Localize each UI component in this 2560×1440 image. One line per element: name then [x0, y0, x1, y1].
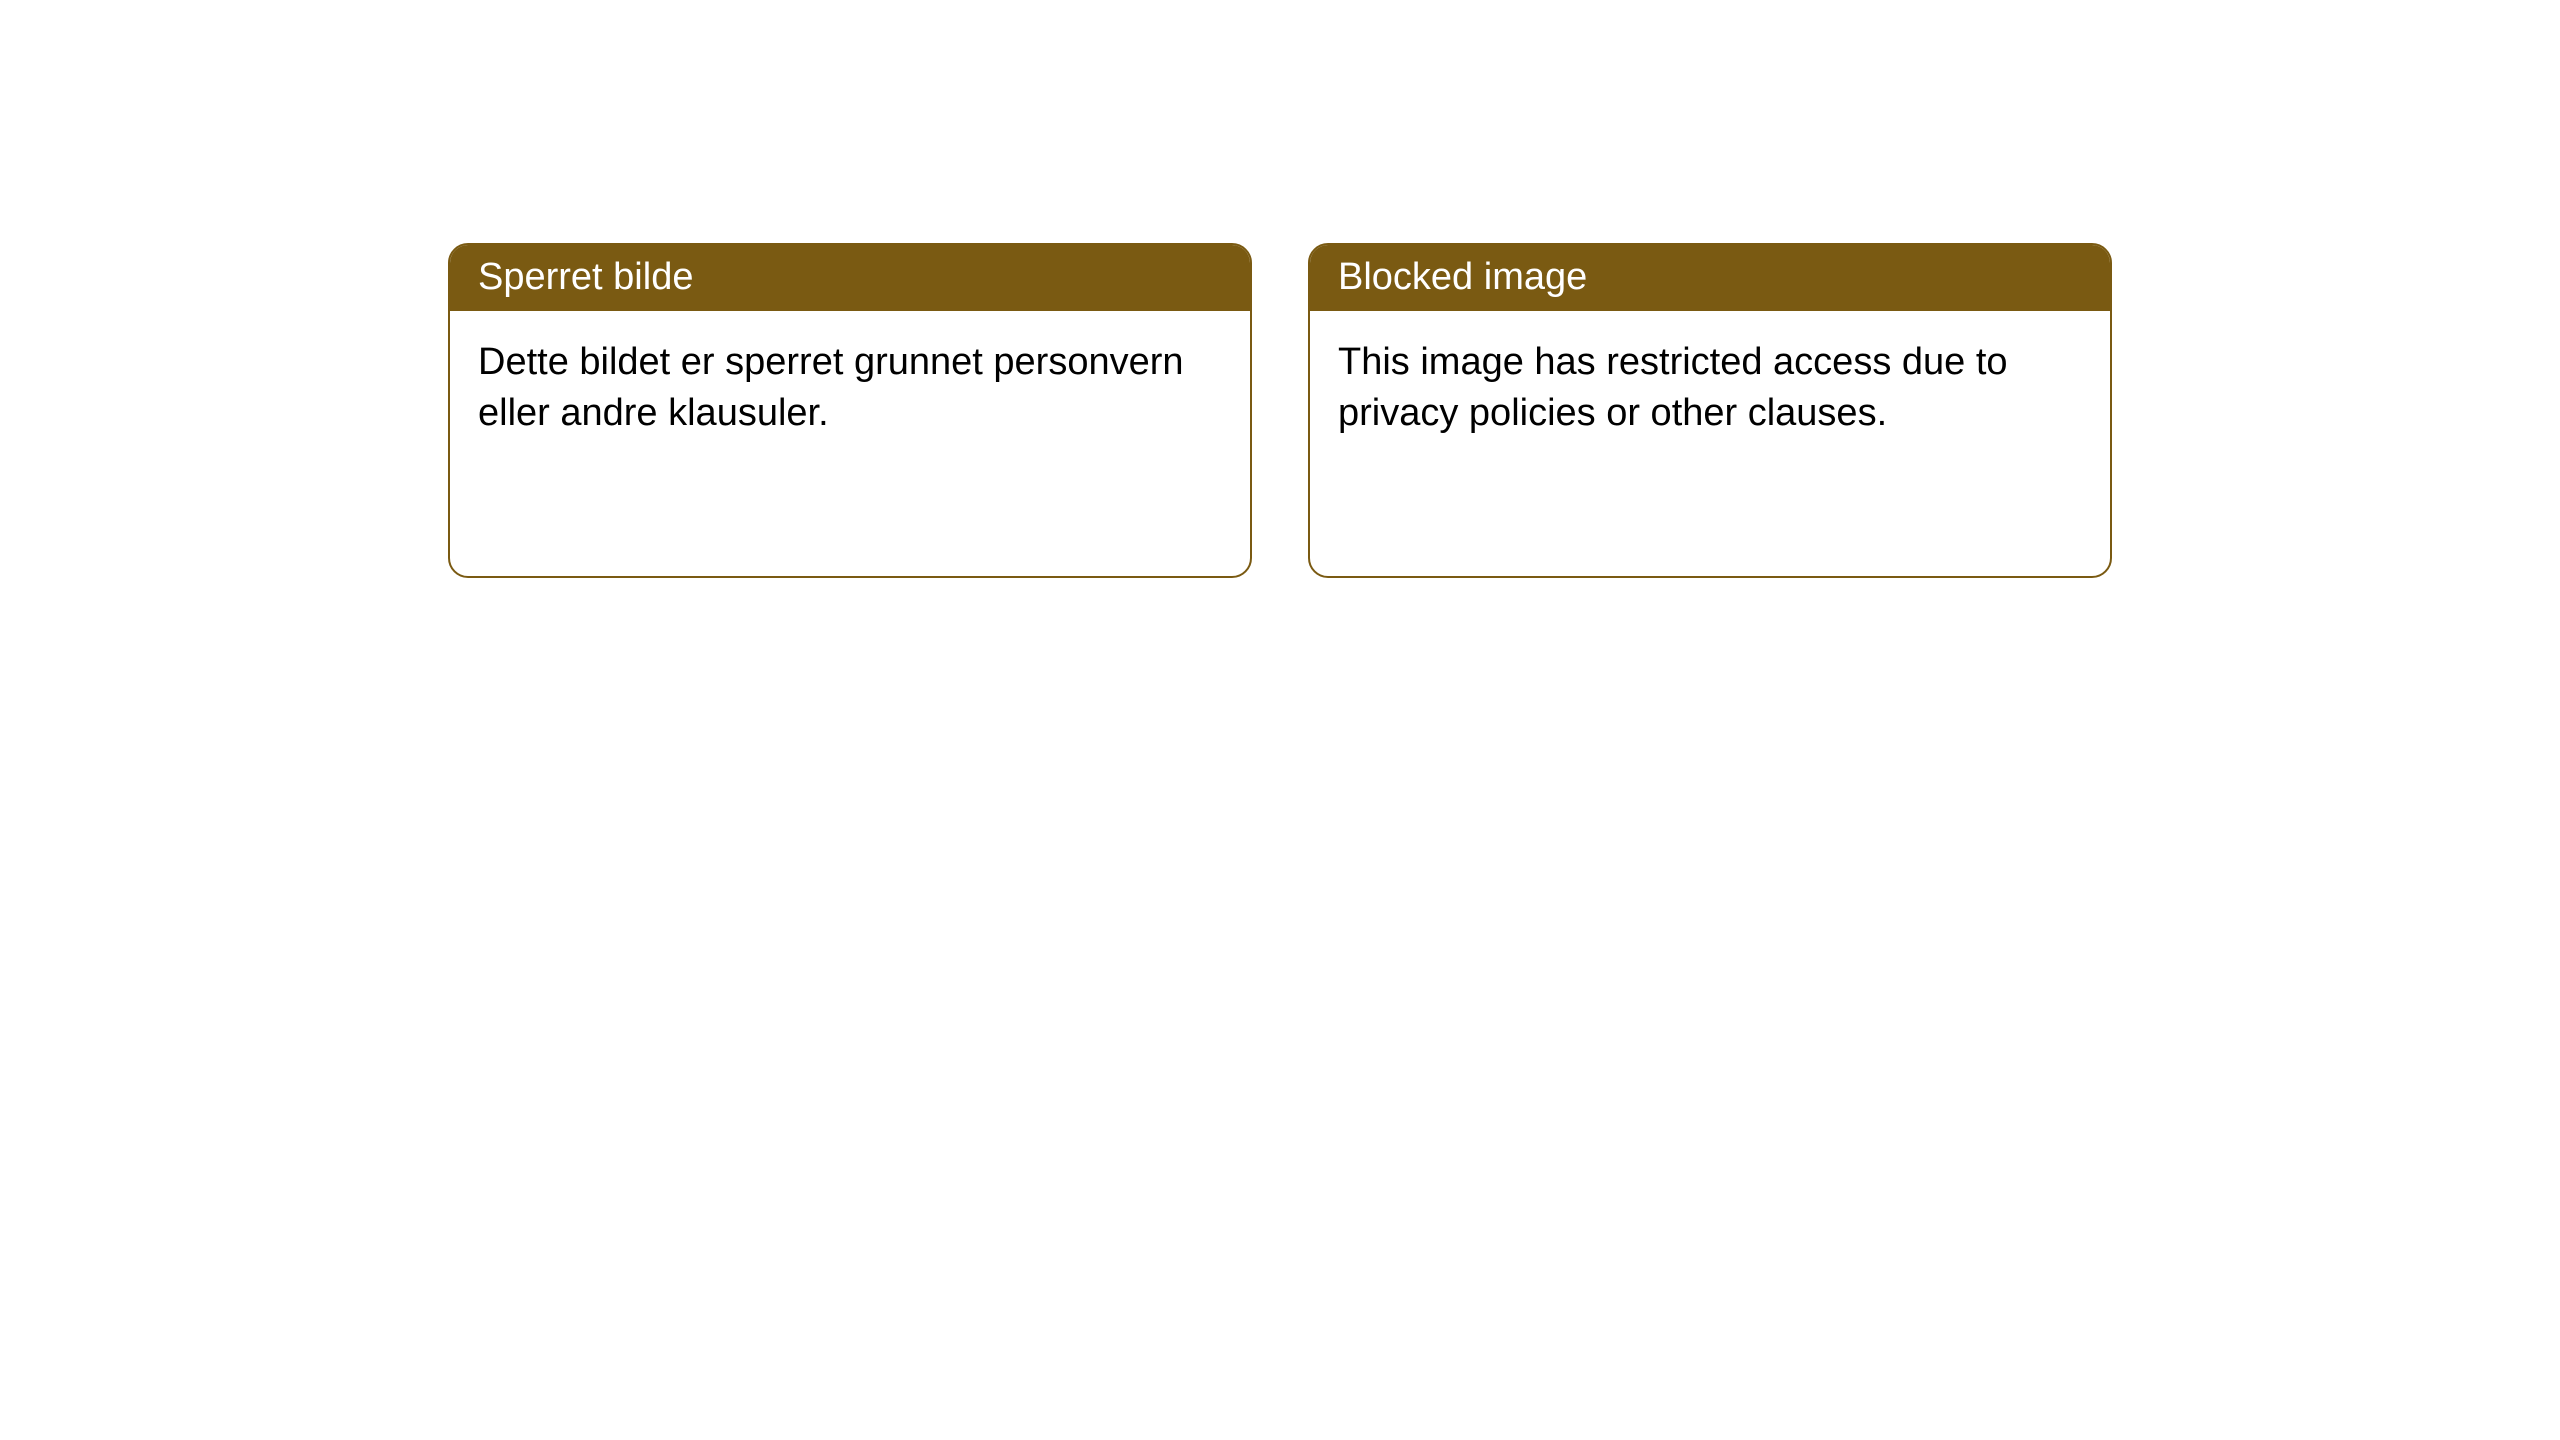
notice-title: Blocked image — [1310, 245, 2110, 311]
notice-card-norwegian: Sperret bilde Dette bildet er sperret gr… — [448, 243, 1252, 578]
notice-body: This image has restricted access due to … — [1310, 311, 2110, 466]
notice-title: Sperret bilde — [450, 245, 1250, 311]
notice-body: Dette bildet er sperret grunnet personve… — [450, 311, 1250, 466]
notice-container: Sperret bilde Dette bildet er sperret gr… — [448, 243, 2112, 578]
notice-card-english: Blocked image This image has restricted … — [1308, 243, 2112, 578]
